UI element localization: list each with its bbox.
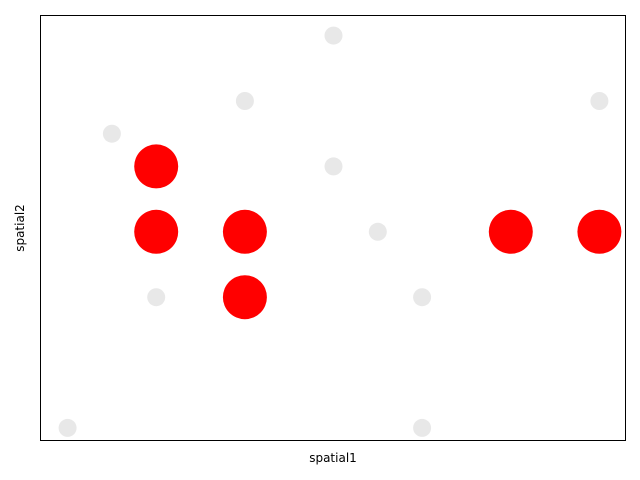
highlighted-point [222,209,267,254]
background-point [413,418,432,437]
background-point [368,222,387,241]
background-point [235,92,254,110]
background-point [102,124,121,143]
highlighted-point [222,275,267,320]
highlighted-point [488,209,533,254]
background-point [58,418,77,437]
background-point [147,288,166,307]
plot-frame [40,15,626,441]
highlighted-point [577,209,622,254]
background-point [324,26,343,45]
background-point [324,157,343,176]
highlighted-point [134,209,179,254]
x-axis-label: spatial1 [309,451,357,465]
data-points [58,26,622,437]
background-point [413,288,432,307]
y-axis-label: spatial2 [13,204,27,252]
highlighted-point [134,144,179,189]
background-point [590,92,609,110]
